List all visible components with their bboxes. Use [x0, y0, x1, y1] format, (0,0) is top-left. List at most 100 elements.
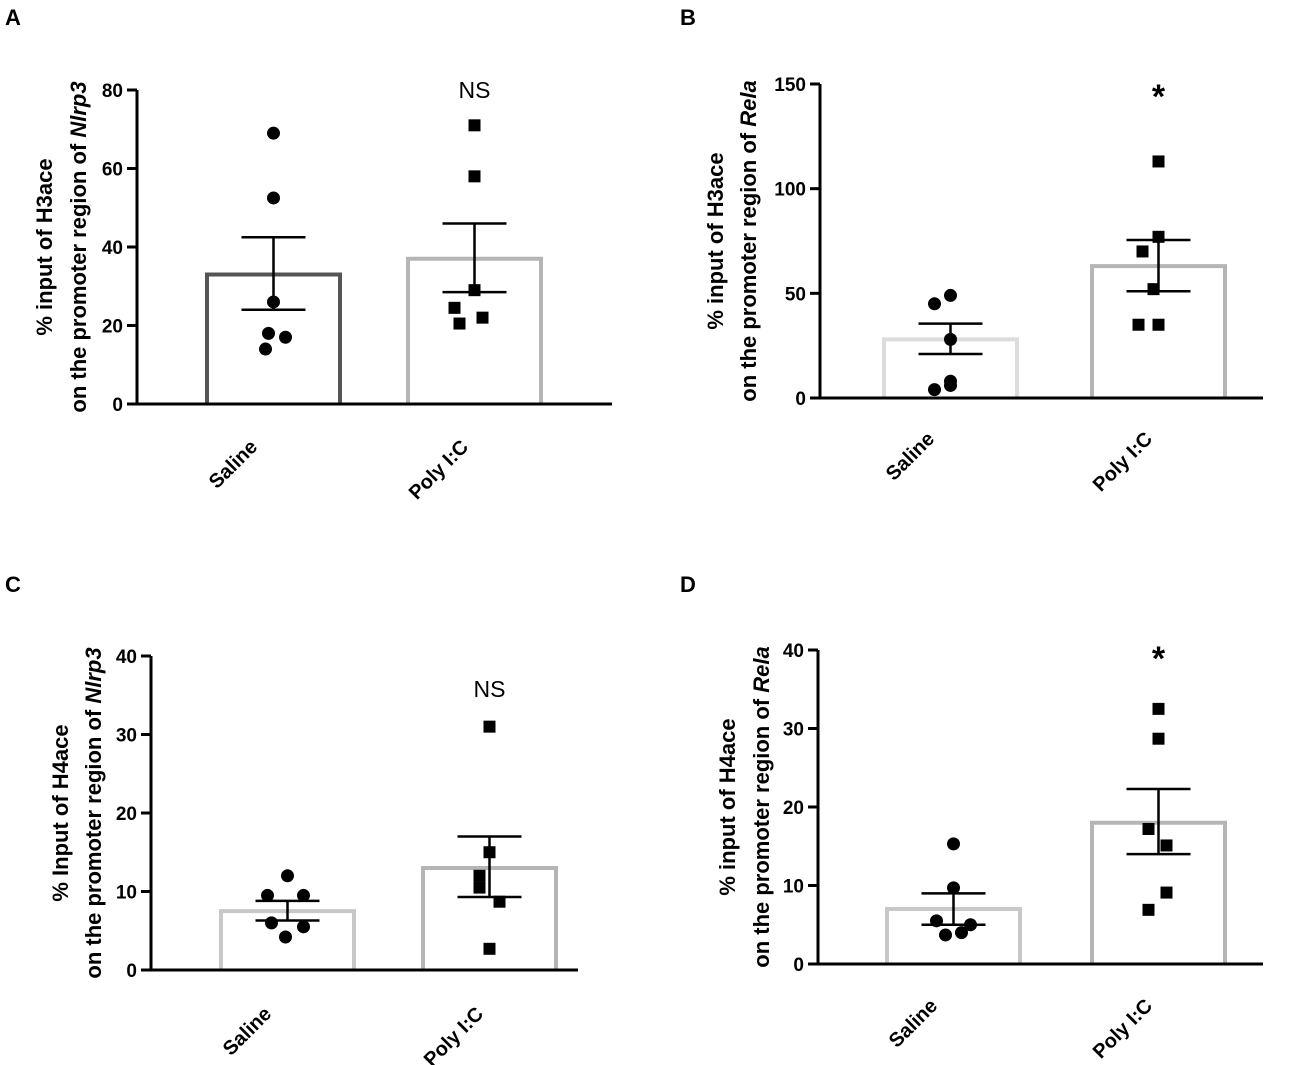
y-tick-label: 150: [774, 75, 806, 96]
y-tick-label: 20: [102, 317, 123, 338]
data-point-circle: [955, 926, 968, 940]
data-point-circle: [947, 837, 960, 851]
panel-d: D Saline Poly I:C 0 10 20 30 40 % input of H4ace…: [680, 572, 1263, 1063]
data-point-square: [483, 720, 496, 733]
data-point-circle: [297, 888, 310, 902]
y-axis-label-prefix: on the promoter region of: [81, 704, 106, 979]
y-tick-label: 50: [785, 284, 806, 305]
y-tick-label: 30: [783, 720, 804, 741]
panel-b: B Saline Poly I:C 0 50 100 150 % input of H3ace…: [680, 5, 1263, 496]
panel-c: C Saline Poly I:C 0 10 20 30 40 % Input of H4ace…: [5, 572, 578, 1065]
data-point-square: [468, 170, 481, 183]
panel-letter: C: [5, 572, 21, 597]
y-axis-label-line2: on the promoter region of Rela: [749, 646, 774, 967]
y-axis-label-line1: % input of H4ace: [715, 718, 740, 895]
data-point-square: [1152, 702, 1165, 715]
data-point-square: [1152, 155, 1165, 168]
y-axis-label-prefix: on the promoter region of: [736, 127, 761, 402]
data-point-square: [1142, 903, 1155, 916]
category-label: Saline: [882, 428, 939, 485]
panel-letter: B: [680, 5, 696, 30]
y-tick-label: 10: [783, 877, 804, 898]
data-point-square: [468, 284, 481, 297]
y-tick-label: 0: [126, 961, 137, 982]
data-point-circle: [259, 342, 272, 356]
y-tick-label: 0: [793, 955, 804, 976]
y-tick-label: 40: [783, 641, 804, 662]
data-point-square: [1136, 245, 1149, 258]
data-point-circle: [930, 914, 943, 928]
y-tick-label: 100: [774, 180, 806, 201]
y-tick-label: 60: [102, 160, 123, 181]
y-axis-label-line1: % Input of H4ace: [48, 724, 73, 901]
data-point-circle: [265, 916, 278, 930]
y-tick-label: 40: [102, 238, 123, 259]
y-tick-label: 20: [783, 798, 804, 819]
data-point-square: [1132, 318, 1145, 331]
data-point-circle: [279, 330, 292, 344]
data-point-circle: [928, 297, 941, 311]
panel-letter: A: [5, 5, 21, 30]
data-point-square: [473, 881, 486, 894]
y-tick-label: 0: [795, 389, 806, 410]
y-tick-label: 80: [102, 81, 123, 102]
y-axis-label-line2: on the promoter region of Rela: [736, 80, 761, 401]
data-point-square: [483, 942, 496, 955]
significance-label: NS: [459, 77, 491, 103]
data-point-circle: [928, 383, 941, 397]
y-tick-label: 30: [116, 726, 137, 747]
data-point-square: [1152, 318, 1165, 331]
data-point-circle: [944, 288, 957, 302]
y-axis-label-gene: Nlrp3: [66, 81, 91, 137]
data-point-circle: [267, 295, 280, 309]
data-point-square: [1160, 839, 1173, 852]
data-point-circle: [281, 869, 294, 883]
y-axis-label-line2: on the promoter region of Nlrp3: [66, 81, 91, 412]
category-label: Saline: [205, 436, 262, 493]
category-label: Saline: [219, 1003, 276, 1060]
y-tick-label: 40: [116, 647, 137, 668]
data-point-square: [493, 895, 506, 908]
significance-label: *: [1152, 78, 1166, 116]
category-label: Saline: [885, 995, 942, 1052]
data-point-circle: [267, 191, 280, 205]
y-axis-label-prefix: on the promoter region of: [66, 138, 91, 413]
data-point-circle: [261, 888, 274, 902]
y-tick-label: 0: [112, 395, 123, 416]
y-axis-label-line2: on the promoter region of Nlrp3: [81, 647, 106, 978]
category-label: Poly I:C: [1089, 428, 1157, 496]
data-point-square: [1147, 283, 1160, 296]
y-axis-label-line1: % input of H3ace: [703, 152, 728, 329]
data-point-square: [476, 311, 489, 324]
data-point-circle: [279, 930, 292, 944]
y-tick-label: 20: [116, 804, 137, 825]
y-axis-label-prefix: on the promoter region of: [749, 693, 774, 968]
significance-label: *: [1152, 640, 1166, 678]
data-point-circle: [262, 326, 275, 340]
data-point-circle: [944, 332, 957, 346]
data-point-square: [453, 317, 466, 330]
data-point-square: [1160, 886, 1173, 899]
category-label: Poly I:C: [405, 436, 473, 504]
data-point-square: [473, 869, 486, 882]
data-point-circle: [944, 378, 957, 392]
panel-letter: D: [680, 572, 696, 597]
y-axis-label-gene: Nlrp3: [81, 647, 106, 703]
significance-label: NS: [474, 676, 506, 702]
data-point-circle: [939, 928, 952, 942]
category-label: Poly I:C: [1089, 995, 1157, 1063]
data-point-circle: [947, 881, 960, 895]
y-axis-label-gene: Rela: [736, 80, 761, 126]
data-point-square: [1152, 732, 1165, 745]
data-point-square: [1142, 822, 1155, 835]
data-point-circle: [297, 920, 310, 934]
error-bar: [1126, 787, 1191, 856]
data-point-circle: [964, 918, 977, 932]
data-point-square: [483, 846, 496, 859]
y-axis-label-line1: % input of H3ace: [32, 158, 57, 335]
y-tick-label: 10: [116, 883, 137, 904]
data-point-square: [448, 301, 461, 314]
category-label: Poly I:C: [420, 1003, 488, 1065]
data-point-square: [1152, 230, 1165, 243]
